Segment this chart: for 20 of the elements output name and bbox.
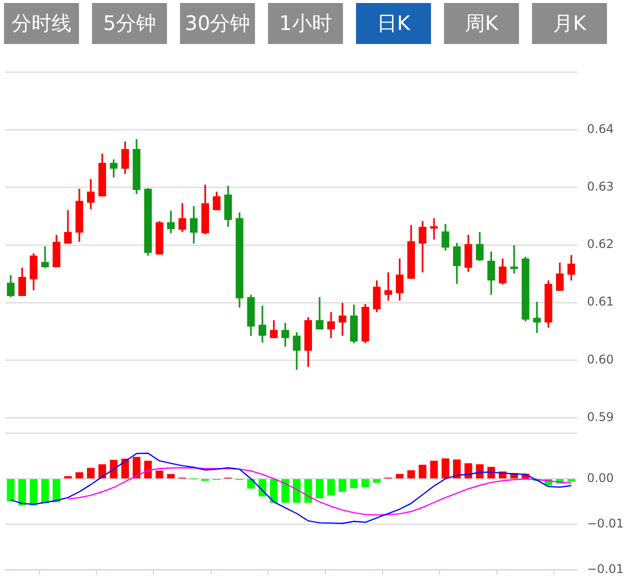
text: 5分钟	[92, 3, 167, 44]
y-tick-label: 0.63	[587, 180, 614, 194]
y-tick-label: 0.59	[587, 410, 614, 424]
y-tick-label: 0.60	[587, 352, 614, 366]
y-tick-label: −0.01	[587, 562, 624, 576]
text: 月K	[532, 3, 607, 44]
candlestick	[338, 302, 346, 336]
y-tick-label: 0.64	[587, 122, 614, 136]
y-tick-label: 0.00	[587, 470, 614, 485]
text: 分时线	[4, 3, 79, 44]
y-tick-label: −0.01	[587, 516, 624, 530]
candlestick	[430, 218, 438, 240]
text: 30分钟	[180, 3, 255, 44]
y-tick-label: 0.62	[587, 237, 614, 252]
y-tick-label: 0.61	[587, 294, 614, 309]
text: 日K	[356, 3, 431, 44]
candlestick	[41, 246, 49, 268]
candlestick	[533, 302, 541, 333]
text: 1小时	[268, 3, 343, 44]
text: 周K	[444, 3, 519, 44]
